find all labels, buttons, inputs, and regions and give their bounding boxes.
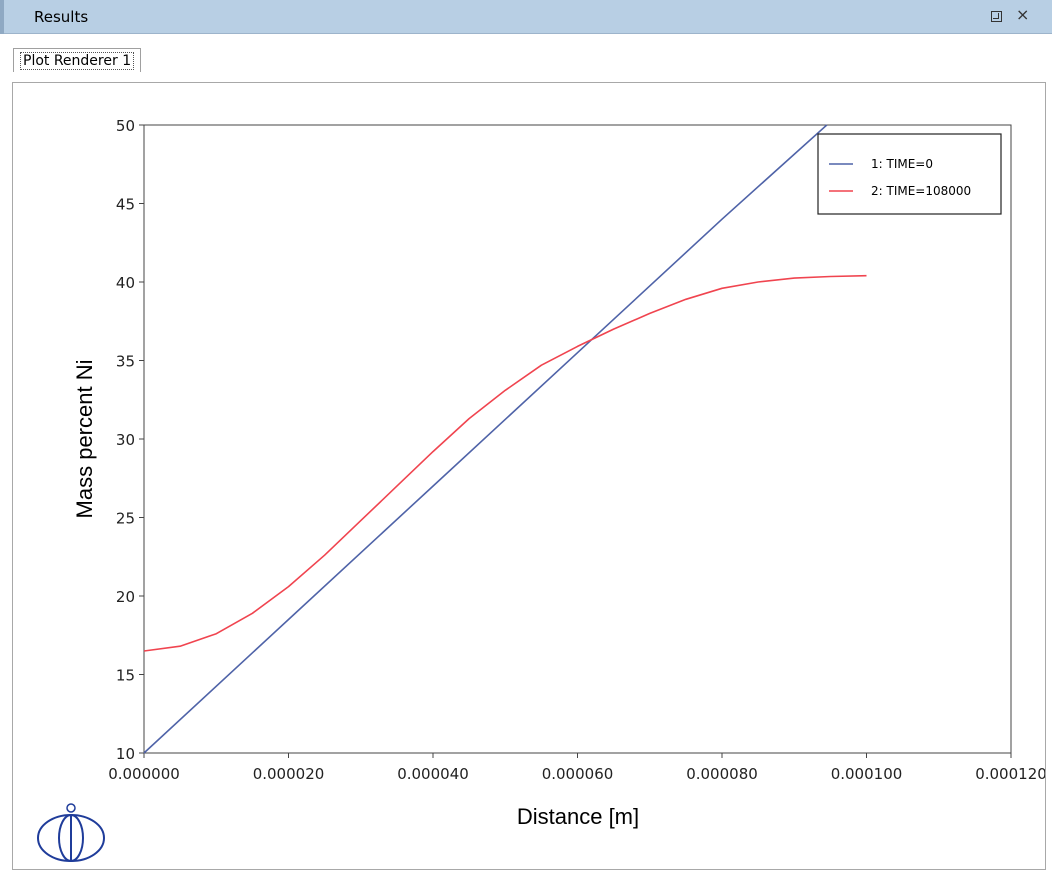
legend-box [817, 133, 1002, 215]
y-tick-label: 40 [116, 274, 135, 292]
y-tick-label: 10 [116, 745, 135, 763]
series-layer [143, 124, 867, 754]
axis-ticks: 0.000000 0.000020 0.000040 0.000060 0.000080… [108, 117, 1046, 783]
x-tick-label: 0.000060 [542, 765, 614, 783]
legend: 1: TIME=0 2: TIME=108000 [817, 133, 1002, 215]
y-tick-label: 45 [116, 196, 135, 214]
legend-label-2: 2: TIME=108000 [871, 184, 971, 198]
y-tick-label: 15 [116, 667, 135, 685]
plot-renderer-panel[interactable]: 0.000000 0.000020 0.000040 0.000060 0.000080… [12, 82, 1046, 870]
x-tick-label: 0.000080 [686, 765, 758, 783]
y-axis-title: Mass percent Ni [72, 360, 97, 519]
y-tick-label: 20 [116, 588, 135, 606]
legend-label-1: 1: TIME=0 [871, 157, 933, 171]
x-tick-label: 0.000100 [831, 765, 903, 783]
thermo-calc-logo-icon [37, 803, 105, 862]
x-axis-title: Distance [m] [517, 804, 639, 829]
window-title: Results [34, 8, 89, 26]
tab-plot-renderer-1[interactable]: Plot Renderer 1 [13, 48, 142, 72]
x-tick-label: 0.000040 [397, 765, 469, 783]
titlebar-edge [0, 0, 4, 34]
tab-label: Plot Renderer 1 [20, 52, 135, 70]
x-tick-label: 0.000000 [108, 765, 180, 783]
x-tick-label: 0.000120 [975, 765, 1046, 783]
y-tick-label: 35 [116, 353, 135, 371]
y-tick-label: 50 [116, 117, 135, 135]
plot-area [143, 124, 1012, 754]
series-line-2 [143, 274, 867, 652]
results-titlebar[interactable]: Results × [0, 0, 1052, 34]
series-line-1 [143, 124, 828, 754]
y-tick-label: 25 [116, 510, 135, 528]
x-tick-label: 0.000020 [253, 765, 325, 783]
tab-strip: Plot Renderer 1 [0, 34, 1052, 76]
restore-window-icon[interactable] [991, 11, 1002, 22]
y-tick-label: 30 [116, 431, 135, 449]
close-icon[interactable]: × [1016, 5, 1030, 24]
chart[interactable]: 0.000000 0.000020 0.000040 0.000060 0.000080… [13, 83, 1046, 870]
